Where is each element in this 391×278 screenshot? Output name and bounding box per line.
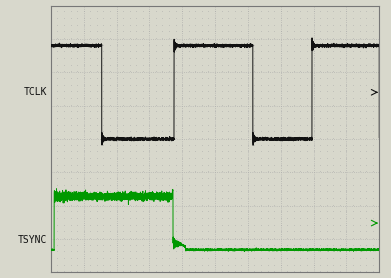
Text: TCLK: TCLK — [23, 87, 47, 97]
Text: TSYNC: TSYNC — [18, 235, 47, 245]
